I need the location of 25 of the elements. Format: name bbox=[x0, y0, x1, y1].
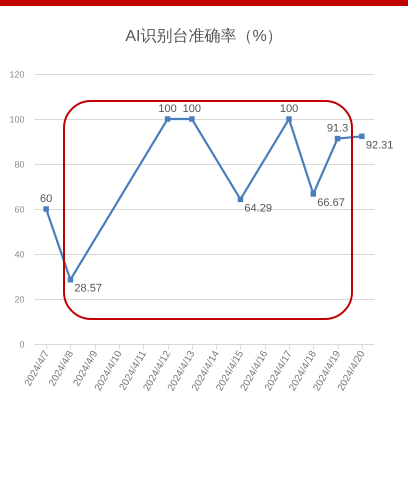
point bbox=[238, 196, 244, 202]
y-tick-label: 0 bbox=[19, 340, 24, 350]
data-label: 91.3 bbox=[326, 122, 348, 135]
y-tick-label: 80 bbox=[14, 160, 24, 170]
data-label: 66.67 bbox=[317, 196, 345, 209]
point bbox=[359, 134, 365, 140]
data-label: 100 bbox=[158, 103, 177, 115]
data-label: 60 bbox=[40, 193, 52, 205]
point bbox=[164, 116, 170, 122]
chart-title: AI识别台准确率（%） bbox=[125, 27, 283, 45]
data-label: 28.57 bbox=[74, 282, 102, 295]
point bbox=[43, 206, 49, 212]
point bbox=[310, 191, 316, 197]
y-tick-label: 40 bbox=[14, 250, 24, 260]
data-label: 100 bbox=[280, 103, 298, 115]
point bbox=[189, 116, 195, 122]
point bbox=[68, 276, 74, 282]
y-tick-label: 100 bbox=[9, 114, 24, 124]
data-label: 100 bbox=[182, 103, 202, 115]
point bbox=[334, 136, 340, 142]
data-label: 92.31 bbox=[366, 139, 394, 152]
y-tick-label: 60 bbox=[14, 204, 24, 214]
y-tick-label: 120 bbox=[9, 70, 24, 80]
y-tick-label: 20 bbox=[14, 294, 24, 304]
data-label: 64.29 bbox=[244, 202, 272, 214]
